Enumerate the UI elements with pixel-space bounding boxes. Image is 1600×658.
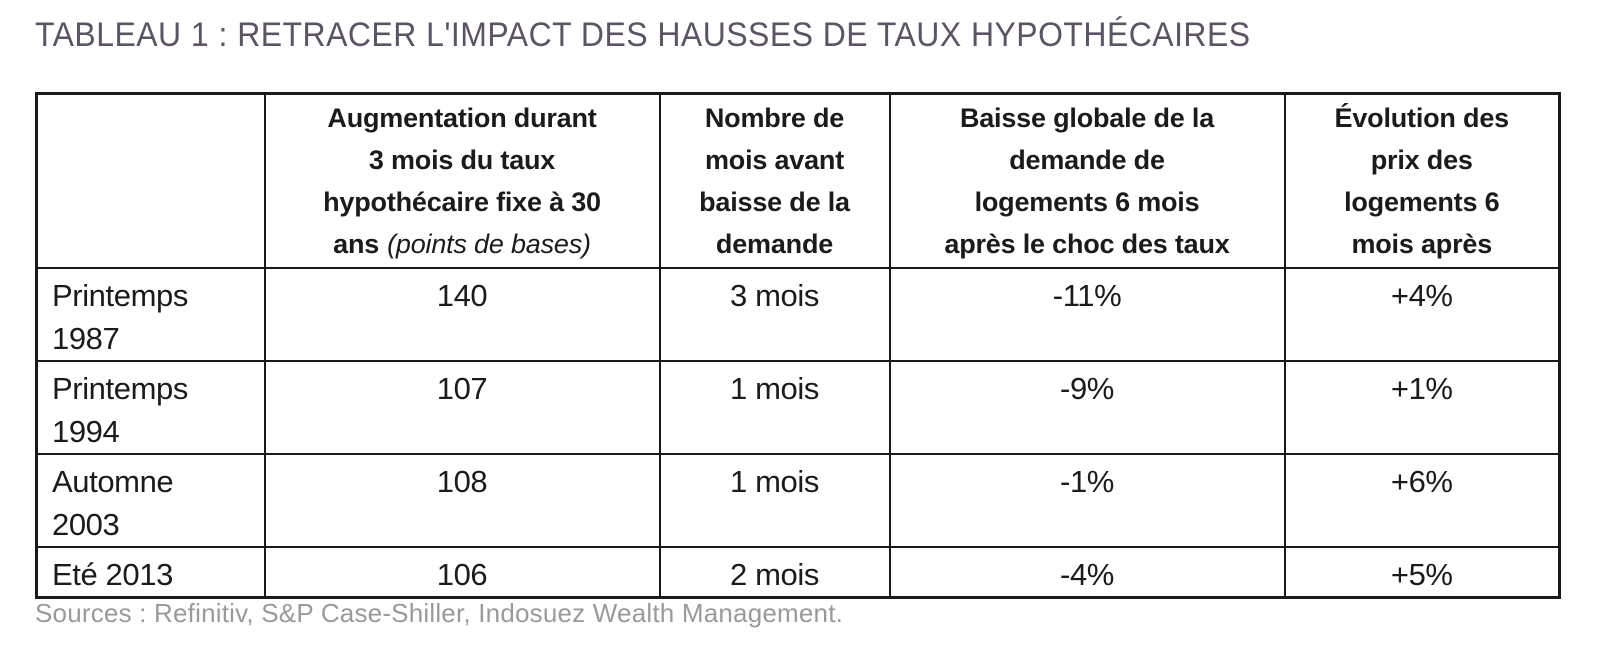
row-label: Automne 2003 [35, 453, 266, 548]
cell-demand-drop: -11% [888, 267, 1286, 362]
header-rate-increase-unit-note: (points de bases) [387, 229, 591, 259]
cell-demand-drop: -1% [888, 453, 1286, 548]
cell-months-before-drop: 3 mois [658, 267, 891, 362]
cell-months-before-drop: 1 mois [658, 453, 891, 548]
header-row: Augmentation durant 3 mois du taux hypot… [35, 92, 1561, 269]
cell-months-before-drop: 1 mois [658, 360, 891, 455]
table-row-printemps-1987: Printemps 1987 140 3 mois -11% +4% [35, 267, 1561, 362]
header-cell-months-before-drop: Nombre de mois avant baisse de la demand… [658, 92, 891, 269]
source-note: Sources : Refinitiv, S&P Case-Shiller, I… [35, 598, 844, 628]
mortgage-rate-impact-table: Augmentation durant 3 mois du taux hypot… [35, 92, 1561, 599]
header-cell-demand-drop: Baisse globale de la demande de logement… [888, 92, 1286, 269]
header-rate-increase-label: Augmentation durant 3 mois du taux hypot… [323, 103, 601, 259]
table-row-ete-2013: Eté 2013 106 2 mois -4% +5% [35, 546, 1561, 599]
cell-demand-drop: -4% [888, 546, 1286, 599]
cell-price-change: +5% [1283, 546, 1561, 599]
cell-months-before-drop: 2 mois [658, 546, 891, 599]
cell-price-change: +1% [1283, 360, 1561, 455]
cell-rate-increase: 140 [263, 267, 661, 362]
row-label: Printemps 1994 [35, 360, 266, 455]
cell-price-change: +4% [1283, 267, 1561, 362]
table-row-printemps-1994: Printemps 1994 107 1 mois -9% +1% [35, 360, 1561, 455]
cell-rate-increase: 107 [263, 360, 661, 455]
cell-rate-increase: 106 [263, 546, 661, 599]
row-label: Printemps 1987 [35, 267, 266, 362]
cell-rate-increase: 108 [263, 453, 661, 548]
table-title: TABLEAU 1 : RETRACER L'IMPACT DES HAUSSE… [35, 16, 1251, 54]
cell-demand-drop: -9% [888, 360, 1286, 455]
cell-price-change: +6% [1283, 453, 1561, 548]
header-cell-price-change: Évolution des prix des logements 6 mois … [1283, 92, 1561, 269]
header-cell-empty [35, 92, 266, 269]
header-cell-rate-increase: Augmentation durant 3 mois du taux hypot… [263, 92, 661, 269]
row-label: Eté 2013 [35, 546, 266, 599]
table-row-automne-2003: Automne 2003 108 1 mois -1% +6% [35, 453, 1561, 548]
